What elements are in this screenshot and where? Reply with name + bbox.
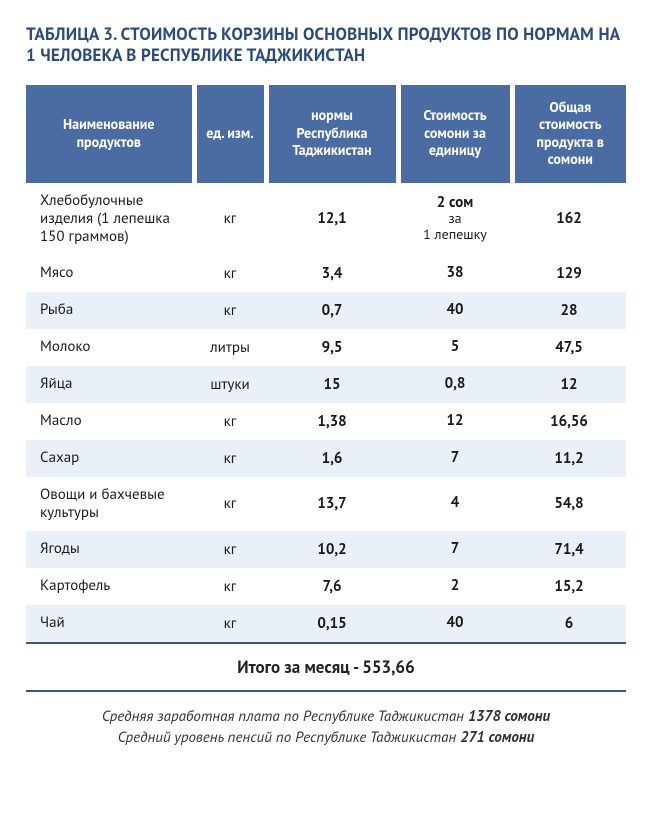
cell-price-value: 12 <box>408 413 502 430</box>
table-row: Сахаркг1,6 7 11,2 <box>26 440 626 477</box>
cell-product-name: Масло <box>26 403 194 440</box>
footer-salary-value: 1378 сомони <box>468 707 550 726</box>
footer-pension-label: Средний уровень пенсий по Республике Тад… <box>118 728 460 747</box>
cell-unit: кг <box>194 605 266 643</box>
table-row: Хлебобулочные изделия (1 лепешка 150 гра… <box>26 183 626 255</box>
cell-total: 71,4 <box>512 531 626 568</box>
cell-price-value: 38 <box>408 265 502 282</box>
table-row: Мясокг3,4 38 129 <box>26 255 626 292</box>
cell-norm: 0,15 <box>266 605 398 643</box>
table-row: Маслокг1,38 12 16,56 <box>26 403 626 440</box>
footer-salary-label: Средняя заработная плата по Республике Т… <box>102 707 468 726</box>
cell-price-value: 7 <box>408 450 502 467</box>
cell-price: 40 <box>398 292 512 329</box>
col-header-unit: ед. изм. <box>194 85 266 183</box>
cell-price: 5 <box>398 329 512 366</box>
cell-unit: литры <box>194 329 266 366</box>
cell-total: 129 <box>512 255 626 292</box>
cell-total: 11,2 <box>512 440 626 477</box>
table-row: Овощи и бахчевые культурыкг13,7 4 54,8 <box>26 477 626 531</box>
cell-product-name: Ягоды <box>26 531 194 568</box>
cell-product-name: Картофель <box>26 568 194 605</box>
cell-norm: 7,6 <box>266 568 398 605</box>
cell-price: 2 сомза1 лепешку <box>398 183 512 255</box>
cell-price: 0,8 <box>398 366 512 403</box>
cell-unit: кг <box>194 477 266 531</box>
cell-price-value: 40 <box>408 615 502 632</box>
cell-norm: 0,7 <box>266 292 398 329</box>
cell-product-name: Овощи и бахчевые культуры <box>26 477 194 531</box>
cell-product-name: Молоко <box>26 329 194 366</box>
cell-total: 6 <box>512 605 626 643</box>
cell-price: 2 <box>398 568 512 605</box>
cell-price: 4 <box>398 477 512 531</box>
table-row: Ягодыкг10,2 7 71,4 <box>26 531 626 568</box>
cell-product-name: Рыба <box>26 292 194 329</box>
cell-price: 12 <box>398 403 512 440</box>
cell-product-name: Мясо <box>26 255 194 292</box>
cell-total: 162 <box>512 183 626 255</box>
cell-total: 28 <box>512 292 626 329</box>
total-row: Итого за месяц - 553,66 <box>26 643 626 691</box>
table-row: Молоколитры9,5 5 47,5 <box>26 329 626 366</box>
cell-total: 47,5 <box>512 329 626 366</box>
cell-norm: 13,7 <box>266 477 398 531</box>
cell-unit: кг <box>194 255 266 292</box>
footer-note: Средняя заработная плата по Республике Т… <box>26 706 626 750</box>
cell-price-value: 4 <box>408 495 502 512</box>
cell-price-value: 5 <box>408 339 502 356</box>
table-header-row: Наименование продуктов ед. изм. нормы Ре… <box>26 85 626 183</box>
col-header-name: Наименование продуктов <box>26 85 194 183</box>
footer-line-pension: Средний уровень пенсий по Республике Тад… <box>26 727 626 749</box>
cell-unit: кг <box>194 403 266 440</box>
cell-norm: 1,6 <box>266 440 398 477</box>
cell-unit: кг <box>194 531 266 568</box>
cell-total: 15,2 <box>512 568 626 605</box>
table-row: Яйцаштуки15 0,8 12 <box>26 366 626 403</box>
cell-price: 38 <box>398 255 512 292</box>
cell-total: 16,56 <box>512 403 626 440</box>
cell-total: 54,8 <box>512 477 626 531</box>
cell-price: 7 <box>398 440 512 477</box>
cell-price-value: 2 <box>408 578 502 595</box>
cell-unit: кг <box>194 292 266 329</box>
footer-line-salary: Средняя заработная плата по Республике Т… <box>26 706 626 728</box>
cell-unit: кг <box>194 440 266 477</box>
cell-price-value: 0,8 <box>408 376 502 393</box>
cell-norm: 1,38 <box>266 403 398 440</box>
cell-price-sub2: 1 лепешку <box>408 227 502 242</box>
cell-product-name: Сахар <box>26 440 194 477</box>
col-header-total: Общая стоимость продукта в сомони <box>512 85 626 183</box>
cell-price-value: 7 <box>408 541 502 558</box>
cell-norm: 10,2 <box>266 531 398 568</box>
cell-unit: кг <box>194 183 266 255</box>
cell-product-name: Чай <box>26 605 194 643</box>
cell-unit: штуки <box>194 366 266 403</box>
cell-total: 12 <box>512 366 626 403</box>
cell-product-name: Яйца <box>26 366 194 403</box>
cell-price-value: 40 <box>408 302 502 319</box>
cell-norm: 12,1 <box>266 183 398 255</box>
table-row: Рыбакг0,7 40 28 <box>26 292 626 329</box>
cell-norm: 3,4 <box>266 255 398 292</box>
cell-norm: 15 <box>266 366 398 403</box>
table-title: ТАБЛИЦА 3. СТОИМОСТЬ КОРЗИНЫ ОСНОВНЫХ ПР… <box>26 24 626 67</box>
cell-unit: кг <box>194 568 266 605</box>
cell-norm: 9,5 <box>266 329 398 366</box>
cell-product-name: Хлебобулочные изделия (1 лепешка 150 гра… <box>26 183 194 255</box>
footer-pension-value: 271 сомони <box>460 728 534 747</box>
cell-price: 40 <box>398 605 512 643</box>
col-header-norm: нормы Республика Таджикистан <box>266 85 398 183</box>
total-label: Итого за месяц - 553,66 <box>26 643 626 691</box>
cell-price: 7 <box>398 531 512 568</box>
table-row: Чайкг0,15 40 6 <box>26 605 626 643</box>
products-table: Наименование продуктов ед. изм. нормы Ре… <box>26 85 626 692</box>
table-row: Картофелькг7,6 2 15,2 <box>26 568 626 605</box>
col-header-price: Стоимость сомони за единицу <box>398 85 512 183</box>
